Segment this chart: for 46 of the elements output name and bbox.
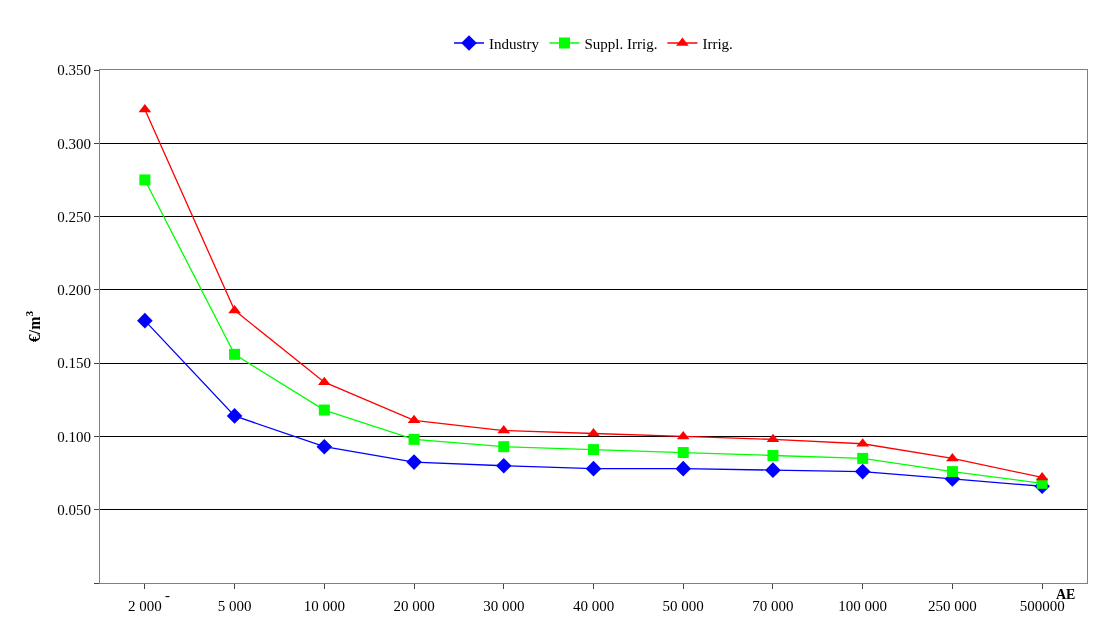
point — [226, 408, 243, 424]
x-tick-label: 250 000 — [928, 598, 977, 614]
point — [857, 452, 869, 464]
point — [766, 433, 780, 443]
y-tick-label: 0.100 — [57, 428, 91, 445]
point — [588, 444, 599, 456]
point — [407, 414, 421, 424]
y-tick-label: 0.150 — [57, 355, 91, 372]
point — [316, 438, 333, 455]
y-tick-label: 0.050 — [57, 501, 91, 518]
point — [676, 430, 690, 440]
point — [675, 460, 692, 477]
point — [229, 348, 241, 360]
point — [408, 433, 420, 445]
x-tick-label: 30 000 — [483, 598, 525, 614]
point — [495, 457, 512, 474]
point — [1035, 471, 1049, 481]
legend-label: Industry — [489, 35, 540, 52]
point — [406, 454, 422, 470]
point — [765, 462, 781, 478]
x-tick-label: 2 000 — [127, 598, 162, 614]
y-tick-label: 0.200 — [57, 282, 91, 299]
point — [677, 447, 689, 459]
y-tick-label: 0.300 — [57, 135, 91, 152]
point — [854, 463, 871, 480]
text: - — [165, 587, 170, 603]
y-tick-label: 0.250 — [57, 208, 91, 225]
x-tick-label: 10 000 — [303, 598, 345, 614]
x-tick-label: 5 000 — [217, 598, 252, 614]
x-tick-label: 100 000 — [838, 598, 888, 614]
point — [228, 304, 241, 314]
point — [498, 441, 510, 453]
x-tick-label: 40 000 — [572, 598, 615, 614]
legend-label: Irrig. — [702, 35, 733, 52]
point — [946, 466, 958, 478]
legend-label: Suppl. Irrig. — [584, 35, 658, 52]
point — [767, 449, 779, 461]
y-tick-label: 0.350 — [57, 62, 91, 79]
x-tick-label: 70 000 — [752, 598, 794, 614]
point — [946, 452, 959, 462]
x-tick-label: 20 000 — [393, 598, 435, 614]
point — [139, 174, 151, 186]
point — [585, 460, 602, 477]
x-tick-label: 50 000 — [662, 598, 704, 614]
point — [318, 404, 330, 416]
point — [137, 312, 153, 329]
